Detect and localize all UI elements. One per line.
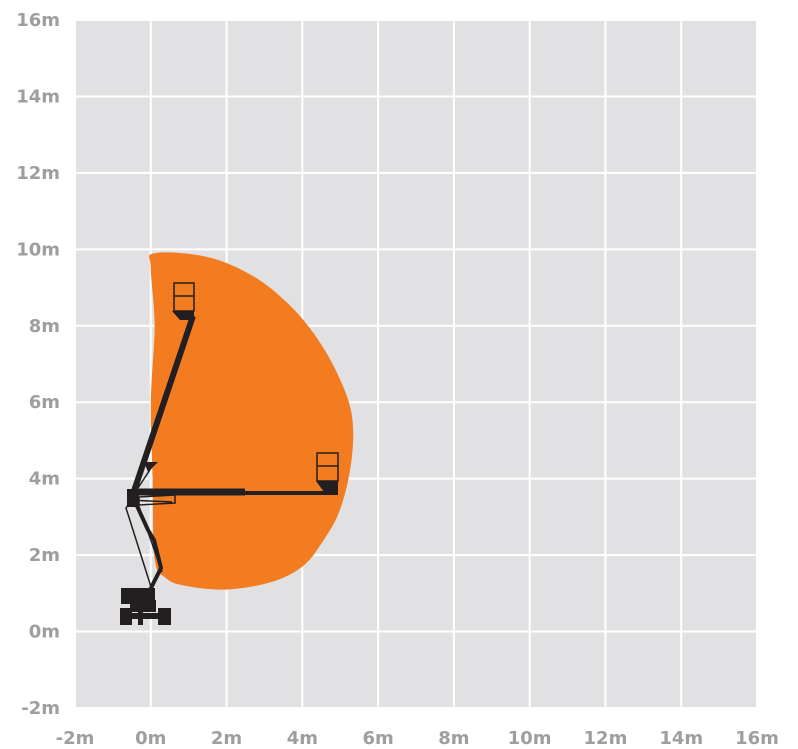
lift-post [138,606,143,625]
x-tick-label: 6m [362,728,393,749]
x-tick-label: 0m [135,728,166,749]
y-axis-ticks: 16m 14m 12m 10m 8m 6m 4m 2m 0m -2m [16,10,60,719]
x-tick-label: 8m [438,728,469,749]
x-tick-label: 12m [584,728,628,749]
x-tick-label: 16m [735,728,779,749]
y-tick-label: 2m [29,545,60,566]
y-tick-label: 16m [16,10,60,31]
horizontal-platform-bracket [316,481,338,492]
y-tick-label: -2m [21,698,60,719]
x-tick-label: 14m [659,728,703,749]
y-tick-label: 12m [16,163,60,184]
raised-boom-jib [144,462,158,472]
axle [120,613,171,619]
x-tick-label: 2m [211,728,242,749]
boom-lift-machine [120,282,339,625]
raised-platform-basket [173,282,195,312]
working-envelope [149,252,354,590]
y-tick-label: 10m [16,239,60,260]
y-tick-label: 8m [29,316,60,337]
horizontal-boom-cylinder [138,494,176,506]
x-axis-ticks: -2m 0m 2m 4m 6m 8m 10m 12m 14m 16m [56,728,779,749]
horizontal-platform-basket [316,452,339,482]
y-tick-label: 14m [16,86,60,107]
x-tick-label: 10m [508,728,552,749]
x-tick-label: -2m [56,728,95,749]
raised-boom [130,315,196,495]
y-tick-label: 4m [29,469,60,490]
y-tick-label: 6m [29,392,60,413]
raised-platform-bracket [172,311,194,320]
y-tick-label: 0m [29,622,60,643]
grid [74,19,758,709]
x-tick-label: 4m [287,728,318,749]
